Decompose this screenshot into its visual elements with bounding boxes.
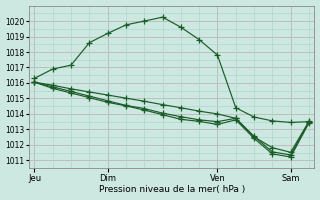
X-axis label: Pression niveau de la mer( hPa ): Pression niveau de la mer( hPa )	[99, 185, 245, 194]
